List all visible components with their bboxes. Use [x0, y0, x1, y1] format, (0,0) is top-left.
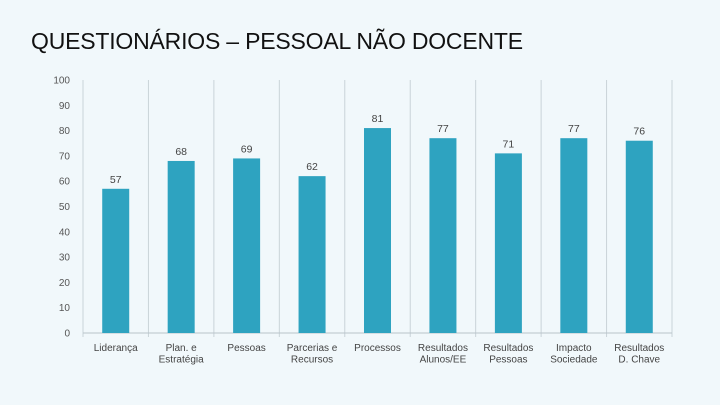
category-label: Plan. e Estratégia	[159, 343, 204, 366]
bar	[429, 138, 457, 333]
bar	[560, 138, 588, 333]
y-tick-label: 60	[59, 177, 71, 188]
bar	[298, 176, 326, 333]
y-tick-label: 0	[64, 329, 70, 340]
category-label: Resultados Pessoas	[483, 343, 533, 366]
y-tick-label: 30	[59, 253, 71, 264]
data-label: 77	[568, 123, 580, 135]
bar	[625, 140, 653, 333]
data-label: 68	[175, 146, 187, 158]
category-label: Liderança	[94, 343, 138, 354]
data-label: 77	[437, 123, 449, 135]
data-label: 81	[372, 113, 384, 125]
slide-title: QUESTIONÁRIOS – PESSOAL NÃO DOCENTE	[31, 28, 523, 54]
y-tick-label: 40	[59, 227, 71, 238]
y-tick-label: 10	[59, 303, 71, 314]
data-label: 76	[633, 126, 645, 138]
bar	[233, 158, 261, 333]
data-label: 69	[241, 143, 253, 155]
category-label: Processos	[354, 343, 401, 354]
data-label: 62	[306, 161, 318, 173]
data-label: 71	[503, 138, 515, 150]
bar	[102, 188, 130, 333]
y-tick-label: 90	[59, 101, 71, 112]
category-label: Pessoas	[227, 343, 265, 354]
bar	[364, 128, 391, 333]
category-label: Impacto Sociedade	[550, 343, 598, 366]
category-label: Resultados D. Chave	[614, 343, 664, 366]
y-tick-label: 20	[59, 278, 71, 289]
bar	[494, 153, 522, 333]
category-label: Parcerias e Recursos	[287, 343, 338, 366]
y-tick-label: 50	[59, 202, 71, 213]
y-tick-label: 70	[59, 151, 71, 162]
category-label: Resultados Alunos/EE	[418, 343, 468, 366]
y-tick-label: 80	[59, 126, 71, 137]
data-label: 57	[110, 174, 122, 186]
y-tick-label: 100	[53, 76, 70, 87]
bar	[167, 160, 195, 333]
